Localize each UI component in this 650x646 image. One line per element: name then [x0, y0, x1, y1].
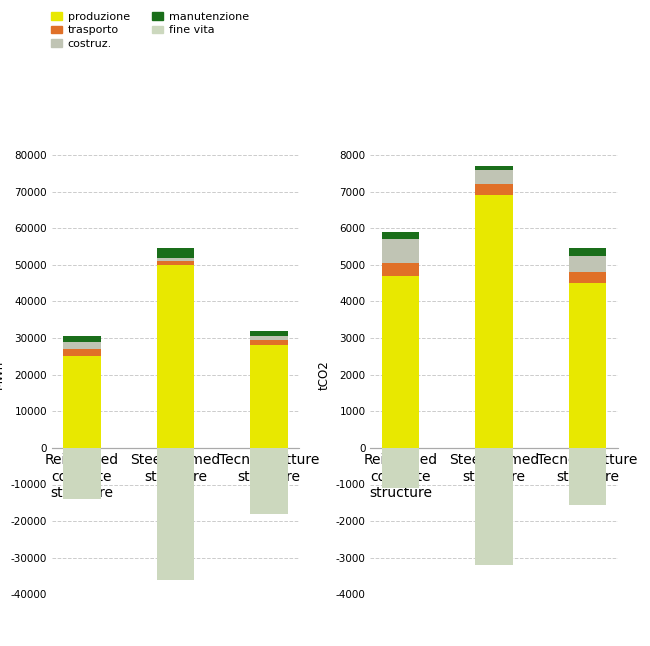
Bar [382, 239, 419, 263]
Bar [569, 272, 606, 283]
Bar [382, 263, 419, 276]
Bar [475, 184, 513, 195]
Y-axis label: tCO2: tCO2 [317, 360, 330, 390]
Bar [157, 248, 194, 258]
Bar [250, 340, 288, 346]
Bar [382, 276, 419, 448]
Bar [475, 170, 513, 184]
Bar [157, 448, 194, 579]
Bar [250, 336, 288, 340]
Bar [569, 249, 606, 256]
Bar [382, 232, 419, 239]
Bar [475, 166, 513, 170]
Bar [157, 265, 194, 448]
Bar [157, 258, 194, 261]
Bar [569, 283, 606, 448]
Bar [569, 448, 606, 505]
Y-axis label: MWh: MWh [0, 360, 5, 390]
Bar [63, 357, 101, 448]
Legend: produzione, trasporto, costruz., manutenzione, fine vita: produzione, trasporto, costruz., manuten… [51, 12, 249, 48]
Bar [63, 349, 101, 357]
Bar [63, 448, 101, 499]
Bar [250, 448, 288, 514]
Bar [250, 331, 288, 336]
Bar [382, 448, 419, 488]
Bar [63, 336, 101, 342]
Bar [63, 342, 101, 349]
Bar [475, 448, 513, 565]
Bar [569, 256, 606, 272]
Bar [475, 195, 513, 448]
Bar [157, 261, 194, 265]
Bar [250, 346, 288, 448]
